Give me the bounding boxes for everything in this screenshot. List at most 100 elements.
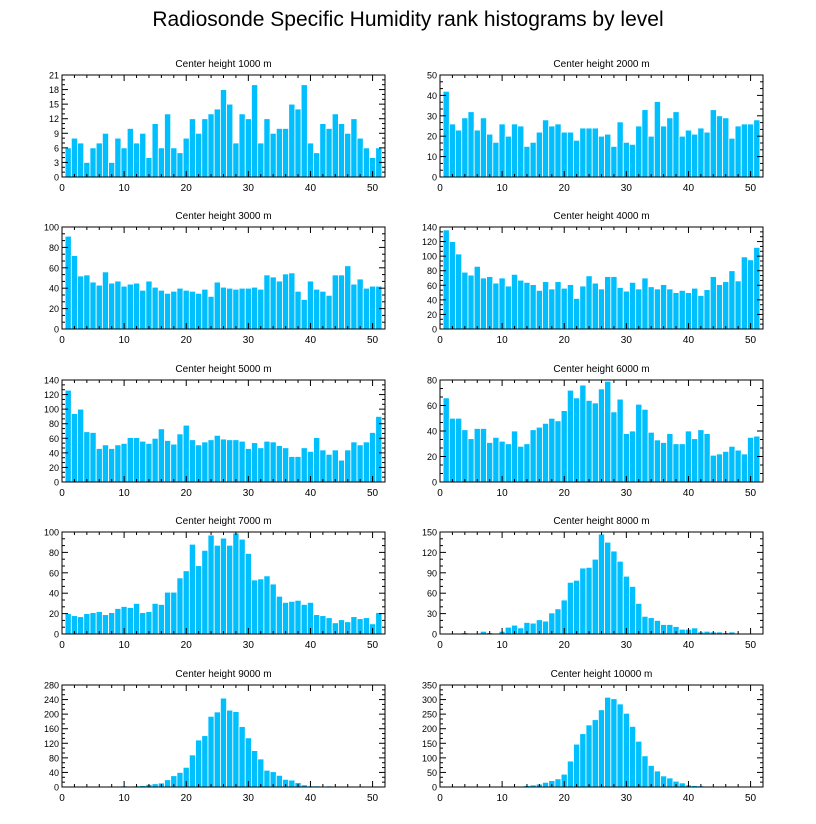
histogram-bar <box>226 544 234 635</box>
y-tick-label: 40 <box>427 91 437 101</box>
histogram-bar <box>244 118 252 178</box>
histogram-bar <box>697 429 705 483</box>
histogram-bar <box>504 135 512 178</box>
x-tick-label: 20 <box>559 335 571 346</box>
histogram-bar <box>585 275 593 330</box>
histogram-panel: Center height 3000 m 0 10 20 30 40 50 0 20 40 60 80… <box>44 211 386 346</box>
panel-title: Center height 3000 m <box>175 211 271 222</box>
histogram-bar <box>331 274 339 330</box>
panel-title: Center height 4000 m <box>553 211 649 222</box>
histogram-bar <box>294 108 302 178</box>
x-tick-label: 40 <box>305 793 317 804</box>
y-tick-label: 18 <box>49 85 59 95</box>
y-tick-label: 300 <box>422 695 437 705</box>
histogram-bar <box>641 277 649 330</box>
x-tick-label: 20 <box>181 335 193 346</box>
histogram-bar <box>275 280 283 330</box>
histogram-bar <box>195 565 203 635</box>
y-tick-label: 0 <box>432 173 437 183</box>
histogram-bar <box>251 579 259 635</box>
histogram-bar <box>660 442 668 483</box>
histogram-bar <box>610 276 618 330</box>
y-tick-label: 200 <box>44 710 59 720</box>
histogram-bar <box>120 285 128 330</box>
histogram-bar <box>653 101 661 178</box>
panel-title: Center height 9000 m <box>175 669 271 680</box>
y-tick-label: 250 <box>422 710 437 720</box>
histogram-bar <box>164 113 172 178</box>
histogram-bar <box>151 603 159 635</box>
x-tick-label: 10 <box>497 183 509 194</box>
histogram-bar <box>573 139 581 178</box>
histogram-bar <box>201 288 209 330</box>
y-tick-label: 240 <box>44 695 59 705</box>
histogram-bar <box>114 137 122 178</box>
x-tick-label: 10 <box>497 640 509 651</box>
histogram-bar <box>70 255 78 330</box>
histogram-bar <box>529 141 537 178</box>
histogram-bar <box>176 152 184 178</box>
x-tick-label: 10 <box>119 183 131 194</box>
y-tick-label: 50 <box>427 71 437 81</box>
histogram-bar <box>207 295 215 330</box>
histogram-bar <box>511 273 519 330</box>
histogram-bar <box>591 719 599 788</box>
histogram-bar <box>294 290 302 330</box>
histogram-bar <box>157 147 165 178</box>
histogram-panel: Center height 5000 m 0 10 20 30 40 50 0 20 40 60 80… <box>44 364 386 499</box>
histogram-bar <box>288 456 296 483</box>
histogram-bar <box>629 430 637 483</box>
histogram-bar <box>145 280 153 330</box>
histogram-bar <box>89 612 97 635</box>
histogram-bar <box>176 433 184 483</box>
histogram-bar <box>535 289 543 330</box>
histogram-bar <box>728 270 736 330</box>
histogram-bar <box>201 441 209 483</box>
x-tick-label: 40 <box>305 335 317 346</box>
x-tick-label: 30 <box>621 640 633 651</box>
histogram-bar <box>226 439 234 483</box>
y-tick-label: 150 <box>422 739 437 749</box>
histogram-bar <box>251 286 259 330</box>
histogram-bar <box>672 292 680 330</box>
y-tick-label: 20 <box>49 463 59 473</box>
histogram-bar <box>529 429 537 483</box>
panel-title: Center height 10000 m <box>551 669 653 680</box>
histogram-bar <box>282 128 290 178</box>
histogram-bar <box>257 758 265 788</box>
histogram-bar <box>604 276 612 330</box>
histogram-bar <box>232 532 240 635</box>
histogram-bar <box>95 611 103 635</box>
histogram-bar <box>325 453 333 483</box>
histogram-bar <box>660 284 668 330</box>
histogram-bar <box>77 142 85 178</box>
histogram-bar <box>369 285 377 330</box>
histogram-bar <box>560 287 568 330</box>
histogram-bar <box>164 591 172 635</box>
y-tick-label: 80 <box>427 376 437 386</box>
histogram-bar <box>325 617 333 635</box>
y-tick-label: 30 <box>427 609 437 619</box>
histogram-bar <box>77 408 85 483</box>
histogram-bar <box>684 129 692 178</box>
histogram-bar <box>257 288 265 330</box>
x-tick-label: 10 <box>497 488 509 499</box>
histogram-bar <box>219 286 228 330</box>
y-tick-label: 150 <box>422 528 437 538</box>
histogram-bar <box>566 581 574 635</box>
x-tick-label: 40 <box>683 640 695 651</box>
histogram-bar <box>139 132 147 178</box>
histogram-bar <box>70 413 78 483</box>
histogram-bar <box>703 131 711 178</box>
histogram-bar <box>213 544 221 635</box>
histogram-bar <box>257 142 265 178</box>
histogram-bar <box>350 616 358 635</box>
panel-title: Center height 1000 m <box>175 59 271 70</box>
y-tick-label: 100 <box>44 223 59 233</box>
histogram-bar <box>282 601 290 635</box>
y-tick-label: 40 <box>49 284 59 294</box>
y-tick-label: 90 <box>427 568 437 578</box>
y-tick-label: 20 <box>427 310 437 320</box>
histogram-bar <box>716 453 724 483</box>
